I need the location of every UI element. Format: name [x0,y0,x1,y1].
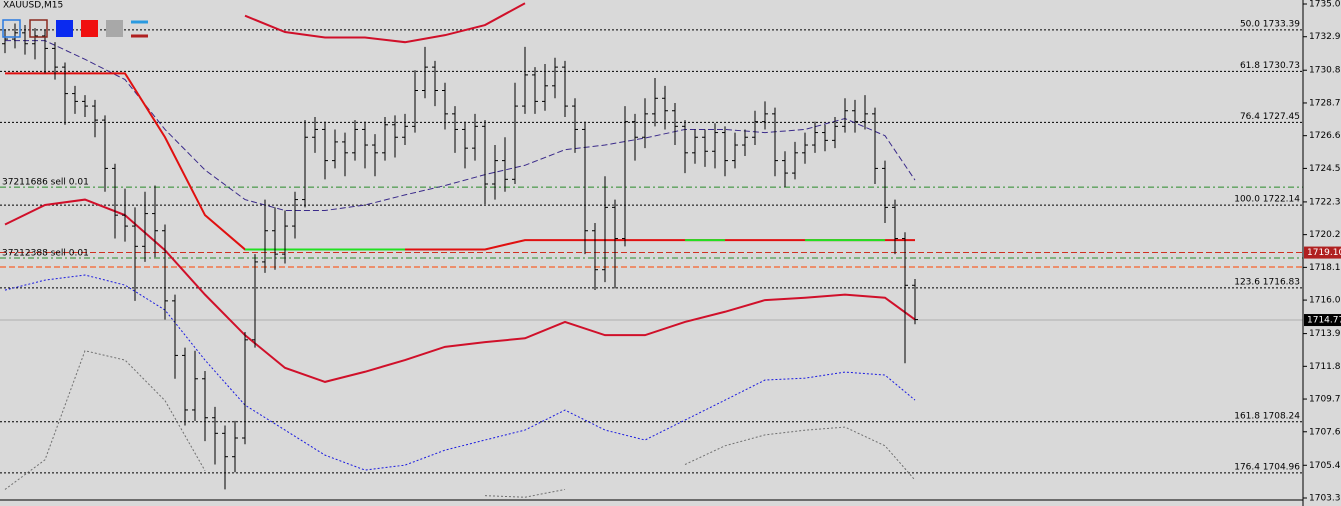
fibo-price-label: 1733.39 [1263,19,1300,29]
y-tick-label: 1718.15 [1309,263,1341,273]
fibo-level-label: 76.4 [1240,112,1260,122]
fibo-level-label: 123.6 [1234,277,1260,287]
indicator-line [4,274,916,471]
indicator-line [244,2,526,44]
indicator-line [4,350,916,498]
fibo-price-label: 1722.14 [1263,195,1300,205]
y-tick-label: 1716.05 [1309,296,1341,306]
y-tick-label: 1713.90 [1309,329,1341,339]
tool-icon[interactable] [106,20,123,37]
y-tick-label: 1720.25 [1309,230,1341,240]
fibo-level-label: 161.8 [1234,411,1260,421]
fibo-level-label: 50.0 [1240,19,1260,29]
indicator-line [4,198,916,383]
indicator-line [5,72,915,251]
tool-icon[interactable] [56,20,73,37]
y-tick-label: 1707.60 [1309,427,1341,437]
fibo-price-label: 1730.73 [1263,61,1300,71]
price-axis: 1735.05 1732.95 1730.80 1728.70 1726.60 1724.… [1303,0,1341,504]
y-tick-label: 1724.50 [1309,164,1341,174]
fibo-level-label: 176.4 [1234,462,1260,472]
price-label-box [1304,246,1341,259]
y-tick-label: 1732.95 [1309,32,1341,42]
toolbar [2,19,148,38]
tool-icon[interactable] [2,19,21,38]
y-tick-label: 1735.05 [1309,0,1341,10]
y-tick-label: 1703.35 [1309,494,1341,504]
fibo-price-label: 1704.96 [1263,462,1300,472]
y-tick-label: 1730.80 [1309,66,1341,76]
y-tick-label: 1705.45 [1309,461,1341,471]
y-tick-label: 1728.70 [1309,98,1341,108]
current-price-box [1304,314,1341,327]
price-label: 1719.10 [1307,248,1341,258]
tool-icon[interactable] [81,20,98,37]
indicator-line [5,40,916,211]
plot-area [0,2,1303,498]
y-tick-label: 1726.60 [1309,131,1341,141]
y-tick-label: 1711.80 [1309,362,1341,372]
fibo-level-label: 61.8 [1240,61,1260,71]
order-label: 37211686 sell 0.01 [2,178,89,188]
order-label: 37212388 sell 0.01 [2,249,89,259]
chart-title: XAUUSD,M15 [3,1,63,11]
indicator-line [245,239,885,251]
tool-icon[interactable] [29,19,48,38]
fibo-price-label: 1716.83 [1263,277,1300,287]
fibo-price-label: 1727.45 [1263,112,1300,122]
fibo-price-label: 1708.24 [1263,411,1300,421]
y-tick-label: 1709.70 [1309,395,1341,405]
current-price-label: 1714.77 [1307,316,1341,326]
fibo-level-label: 100.0 [1234,195,1260,205]
y-tick-label: 1722.35 [1309,197,1341,207]
